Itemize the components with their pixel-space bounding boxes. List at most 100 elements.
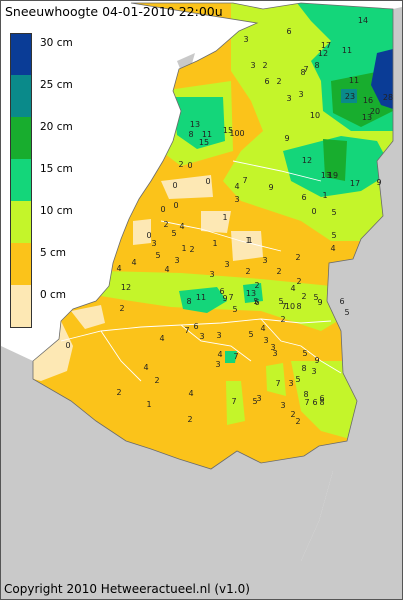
station-value: 12 <box>302 156 312 165</box>
station-value: 1 <box>222 213 227 222</box>
station-value: 3 <box>199 332 204 341</box>
station-value: 4 <box>234 182 239 191</box>
station-value: 13 <box>362 113 372 122</box>
station-value: 9 <box>284 134 289 143</box>
station-value: 17 <box>350 179 360 188</box>
station-value: 5 <box>171 229 176 238</box>
station-value: 2 <box>276 267 281 276</box>
station-value: 5 <box>331 208 336 217</box>
station-value: 4 <box>116 264 121 273</box>
station-value: 8 <box>296 302 301 311</box>
station-value: 8 <box>300 68 305 77</box>
station-value: 1 <box>245 236 250 245</box>
station-value: 15 <box>223 126 233 135</box>
station-value: 11 <box>349 76 359 85</box>
station-value: 5 <box>155 251 160 260</box>
station-value: 3 <box>311 367 316 376</box>
station-value: 5 <box>302 349 307 358</box>
station-value: 4 <box>188 389 193 398</box>
station-value: 1 <box>146 400 151 409</box>
station-value: 1 <box>212 239 217 248</box>
legend-label: 0 cm <box>40 289 67 301</box>
legend-label: 30 cm <box>40 37 73 49</box>
station-value: 5 <box>253 297 258 306</box>
station-value: 9 <box>314 356 319 365</box>
legend-swatch-25 <box>10 75 32 117</box>
station-value: 2 <box>301 292 306 301</box>
station-value: 8 <box>186 297 191 306</box>
station-value: 16 <box>363 96 373 105</box>
legend-row: 15 cm <box>10 159 76 201</box>
station-value: 9 <box>268 183 273 192</box>
legend: 30 cm 25 cm 20 cm 15 cm 10 cm 5 cm 0 cm <box>10 33 76 328</box>
station-value: 3 <box>234 195 239 204</box>
legend-row: 30 cm <box>10 33 76 76</box>
station-value: 4 <box>217 350 222 359</box>
station-value: 3 <box>256 394 261 403</box>
station-value: 10 <box>310 111 320 120</box>
station-value: 8 <box>188 130 193 139</box>
station-value: 8 <box>303 390 308 399</box>
station-value: 2 <box>262 61 267 70</box>
station-value: 2 <box>178 160 183 169</box>
legend-row: 20 cm <box>10 117 76 159</box>
station-value: 7 <box>304 398 309 407</box>
station-value: 100 <box>229 129 244 138</box>
station-value: 11 <box>196 293 206 302</box>
benelux-outline <box>32 2 394 470</box>
legend-row: 0 cm <box>10 285 76 328</box>
station-value: 7 <box>242 176 247 185</box>
station-value: 0 <box>311 207 316 216</box>
station-value: 9 <box>317 298 322 307</box>
station-value: 6 <box>312 398 317 407</box>
station-value: 5 <box>232 305 237 314</box>
legend-label: 25 cm <box>40 79 73 91</box>
station-value: 3 <box>224 260 229 269</box>
station-value: 5 <box>313 293 318 302</box>
border-lines <box>60 160 342 382</box>
station-value: 3 <box>215 360 220 369</box>
station-value: 4 <box>179 222 184 231</box>
station-value: 7 <box>275 379 280 388</box>
station-value: 6 <box>319 394 324 403</box>
legend-label: 10 cm <box>40 205 73 217</box>
station-value: 4 <box>159 334 164 343</box>
legend-swatch-10 <box>10 201 32 243</box>
station-value: 3 <box>298 90 303 99</box>
legend-swatch-30 <box>10 33 32 76</box>
station-value: 7 <box>184 326 189 335</box>
station-value: 6 <box>219 287 224 296</box>
station-value: 5 <box>331 231 336 240</box>
station-value: 2 <box>254 281 259 290</box>
station-value: 12 <box>121 283 131 292</box>
station-value: 3 <box>209 270 214 279</box>
station-value: 5 <box>252 397 257 406</box>
neighbour-land-germany <box>301 7 402 599</box>
station-value: 3 <box>216 331 221 340</box>
station-value: 0 <box>205 177 210 186</box>
station-value: 4 <box>164 265 169 274</box>
station-value: 1 <box>322 191 327 200</box>
station-value: 5 <box>278 297 283 306</box>
station-value: 2 <box>163 220 168 229</box>
legend-row: 10 cm <box>10 201 76 243</box>
station-value: 2 <box>290 410 295 419</box>
station-value: 3 <box>174 256 179 265</box>
station-value: 2 <box>189 245 194 254</box>
station-value: 0 <box>187 161 192 170</box>
station-value: 2 <box>295 253 300 262</box>
station-value: 7 <box>228 293 233 302</box>
station-value: 3 <box>288 379 293 388</box>
station-value: 12 <box>318 49 328 58</box>
station-value: 4 <box>143 363 148 372</box>
station-value: 6 <box>301 193 306 202</box>
station-value: 2 <box>116 388 121 397</box>
station-value: 6 <box>254 298 259 307</box>
station-value: 3 <box>280 401 285 410</box>
station-value: 3 <box>262 256 267 265</box>
station-value: 11 <box>202 130 212 139</box>
station-value: 2 <box>295 417 300 426</box>
legend-label: 15 cm <box>40 163 73 175</box>
station-value: 6 <box>339 297 344 306</box>
